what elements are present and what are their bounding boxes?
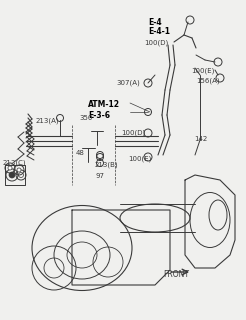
- Text: E-4-1: E-4-1: [148, 27, 170, 36]
- Text: 100(E): 100(E): [128, 155, 151, 162]
- Text: 100(D): 100(D): [144, 40, 168, 46]
- Text: 213(A): 213(A): [36, 118, 60, 124]
- Text: 97: 97: [95, 173, 104, 179]
- Text: 156(A): 156(A): [196, 78, 220, 84]
- Text: 213(C): 213(C): [3, 160, 27, 166]
- Text: 142: 142: [194, 136, 207, 142]
- Text: 307(A): 307(A): [116, 80, 140, 86]
- Circle shape: [8, 166, 12, 170]
- Text: 350: 350: [79, 115, 92, 121]
- Text: E-4: E-4: [148, 18, 162, 27]
- Circle shape: [9, 172, 15, 178]
- Text: 100(D): 100(D): [121, 130, 145, 137]
- Circle shape: [17, 168, 21, 172]
- Text: 213(B): 213(B): [95, 162, 119, 169]
- Text: 48: 48: [76, 150, 85, 156]
- Text: ATM-12: ATM-12: [88, 100, 120, 109]
- Text: FRONT: FRONT: [163, 270, 189, 279]
- Text: E-3-6: E-3-6: [88, 111, 110, 120]
- Text: 100(E): 100(E): [191, 68, 214, 75]
